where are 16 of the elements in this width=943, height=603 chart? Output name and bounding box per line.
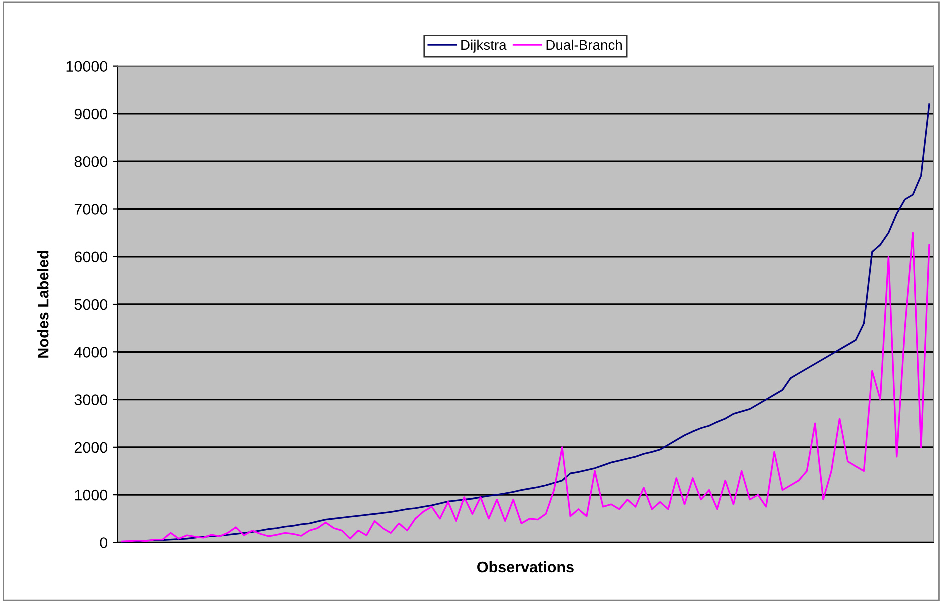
y-tick-label: 2000 [74, 442, 108, 454]
y-tick-label: 3000 [74, 394, 108, 406]
y-tick-label: 9000 [74, 108, 108, 120]
legend-label: Dual-Branch [546, 40, 622, 50]
y-tick-label: 5000 [74, 299, 108, 310]
y-tick-label: 4000 [74, 347, 108, 358]
y-axis-title: Nodes Labeled [38, 251, 49, 358]
y-tick-label: 7000 [74, 204, 108, 215]
y-tick-label: 8000 [74, 156, 108, 168]
y-tick-label: 1000 [75, 490, 108, 501]
y-tick-label: 0 [100, 538, 108, 548]
y-tick-label: 10000 [66, 61, 108, 72]
line-series [121, 232, 930, 543]
legend-label: Dijkstra [462, 40, 507, 53]
y-tick-label: 6000 [74, 252, 108, 263]
x-axis-title: Observations [478, 561, 574, 573]
